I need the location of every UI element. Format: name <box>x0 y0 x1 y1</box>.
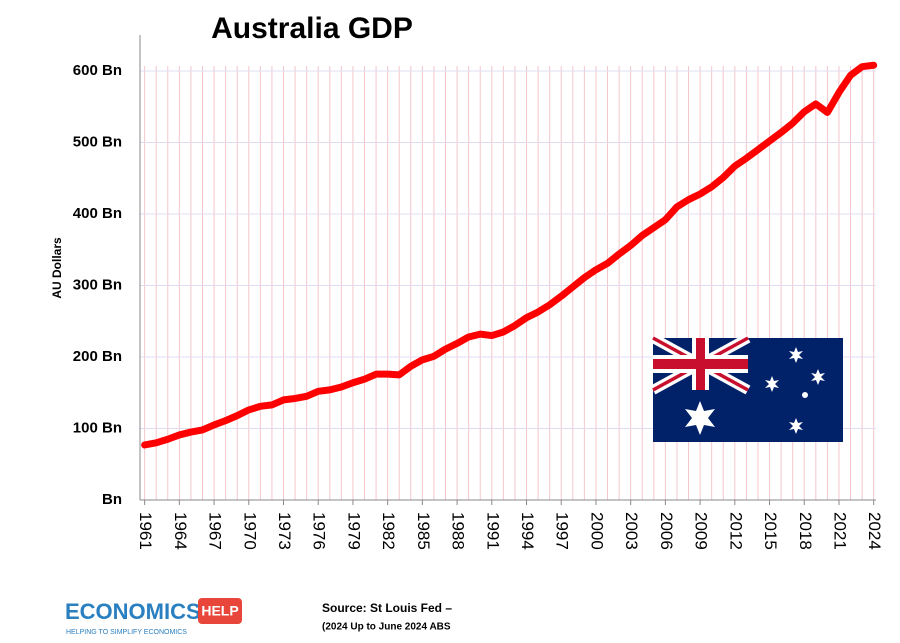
x-tick-label: 2009 <box>692 512 711 550</box>
gdp-line <box>141 61 878 449</box>
x-tick-label: 1991 <box>483 512 502 550</box>
y-tick-label: 400 Bn <box>73 205 122 222</box>
x-tick-label: 2006 <box>657 512 676 550</box>
x-tick-label: 1988 <box>449 512 468 550</box>
y-axis-label: AU Dollars <box>50 237 64 299</box>
logo-tagline: HELPING TO SIMPLIFY ECONOMICS <box>66 629 187 636</box>
x-tick-label: 2012 <box>726 512 745 550</box>
x-tick-label: 1985 <box>414 512 433 550</box>
logo-text: ECONOMICS <box>65 599 201 624</box>
y-tick-label: 200 Bn <box>73 348 122 365</box>
chart-title: Australia GDP <box>211 12 413 45</box>
logo-tag-text: HELP <box>201 603 238 619</box>
x-tick-label: 1982 <box>379 512 398 550</box>
x-tick-label: 1997 <box>553 512 572 550</box>
x-tick-label: 1973 <box>275 512 294 550</box>
grid <box>140 66 876 501</box>
source-note: (2024 Up to June 2024 ABS <box>322 622 451 633</box>
y-tick-label: 100 Bn <box>73 419 122 436</box>
x-tick-label: 2018 <box>796 512 815 550</box>
x-tick-label: 2003 <box>622 512 641 550</box>
x-tick-label: 2015 <box>761 512 780 550</box>
x-tick-label: 1961 <box>136 512 155 550</box>
logo-tag <box>198 598 242 624</box>
source: Source: St Louis Fed – <box>322 601 452 615</box>
x-tick-label: 2000 <box>587 512 606 550</box>
flag <box>650 333 843 442</box>
logo: ECONOMICS HELP HELPING TO SIMPLIFY ECONO… <box>65 598 242 636</box>
x-tick-label: 2021 <box>830 512 849 550</box>
x-tick-label: 1994 <box>518 512 537 550</box>
y-tick-label: 600 Bn <box>73 62 122 79</box>
x-tick-label: 1976 <box>310 512 329 550</box>
x-tick-label: 1970 <box>240 512 259 550</box>
x-tick-label: 2024 <box>865 512 884 550</box>
y-tick-label: 500 Bn <box>73 133 122 150</box>
x-tick-label: 1967 <box>206 512 225 550</box>
y-tick-label: 300 Bn <box>73 276 122 293</box>
x-tick-label: 1979 <box>344 512 363 550</box>
y-tick-label: Bn <box>102 491 122 508</box>
x-tick-label: 1964 <box>171 512 190 550</box>
